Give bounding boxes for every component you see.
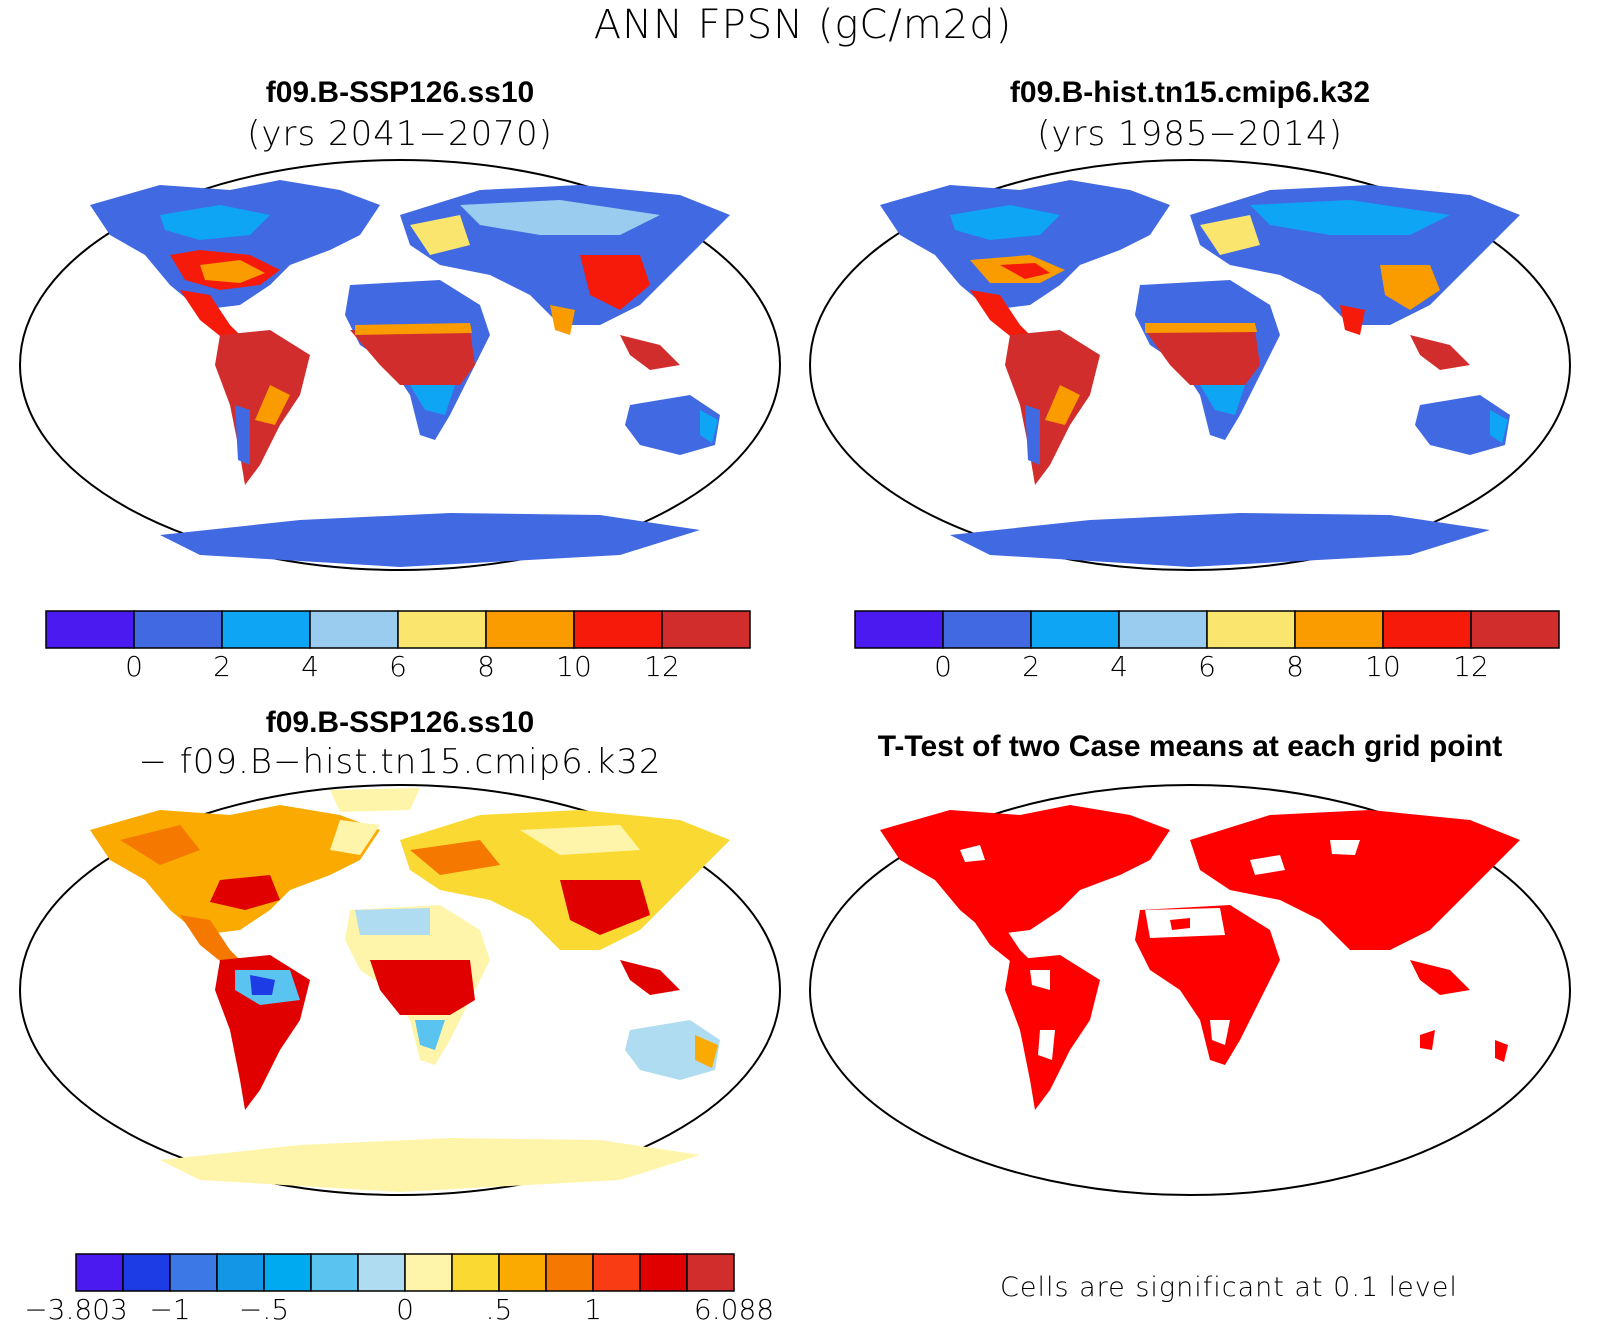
panel-subtitle-case1: (yrs 2041−2070) xyxy=(247,114,553,154)
north-america xyxy=(90,180,380,310)
colorbar-swatch xyxy=(1294,610,1384,649)
australia xyxy=(625,395,720,455)
colorbar-tick-label: .5 xyxy=(485,1293,513,1326)
colorbar-tick-label: 2 xyxy=(1022,650,1040,683)
panel-title-ttest: T-Test of two Case means at each grid po… xyxy=(877,730,1503,763)
colorbar-tick-label: −.5 xyxy=(238,1293,290,1326)
colorbar-tick-label: −1 xyxy=(149,1293,191,1326)
colorbar-tick-label: 10 xyxy=(556,650,592,683)
colorbar-tick-label: 8 xyxy=(477,650,495,683)
significant-region xyxy=(880,805,1170,935)
map-ttest-content xyxy=(809,784,1571,1196)
panel-subtitle-diff: − f09.B−hist.tn15.cmip6.k32 xyxy=(138,742,662,782)
colorbar-swatch xyxy=(397,610,487,649)
colorbar-case2-swatches xyxy=(854,610,1560,649)
figure-title: ANN FPSN (gC/m2d) xyxy=(593,2,1013,48)
colorbar-swatch xyxy=(661,610,751,649)
colorbar-swatch xyxy=(686,1253,735,1292)
colorbar-swatch xyxy=(310,1253,359,1292)
colorbar-swatch xyxy=(221,610,311,649)
colorbar-tick-label: 0 xyxy=(934,650,952,683)
colorbar-swatch xyxy=(592,1253,641,1292)
colorbar-tick-label: 2 xyxy=(213,650,231,683)
colorbar-swatch xyxy=(498,1253,547,1292)
colorbar-swatch xyxy=(309,610,399,649)
colorbar-swatch xyxy=(169,1253,218,1292)
colorbar-swatch xyxy=(942,610,1032,649)
colorbar-swatch xyxy=(75,1253,124,1292)
colorbar-swatch xyxy=(1470,610,1560,649)
panel-title-case2: f09.B-hist.tn15.cmip6.k32 xyxy=(1009,76,1371,109)
colorbar-tick-label: 12 xyxy=(644,650,680,683)
map-diff-content xyxy=(19,784,781,1196)
antarctica xyxy=(160,513,700,567)
colorbar-swatch xyxy=(485,610,575,649)
colorbar-tick-label: 0 xyxy=(125,650,143,683)
colorbar-tick-label: 6.088 xyxy=(693,1293,775,1326)
colorbar-swatch xyxy=(854,610,944,649)
significance-note: Cells are significant at 0.1 level xyxy=(1000,1272,1458,1303)
colorbar-tick-label: 4 xyxy=(1110,650,1128,683)
colorbar-swatch xyxy=(263,1253,312,1292)
colorbar-swatch xyxy=(545,1253,594,1292)
colorbar-swatch xyxy=(639,1253,688,1292)
colorbar-swatch xyxy=(216,1253,265,1292)
colorbar-swatch xyxy=(1382,610,1472,649)
colorbar-tick-label: 10 xyxy=(1365,650,1401,683)
colorbar-swatch xyxy=(357,1253,406,1292)
panel-title-diff: f09.B-SSP126.ss10 xyxy=(265,706,535,739)
map-case1-content xyxy=(19,159,781,571)
colorbar-swatch xyxy=(122,1253,171,1292)
colorbar-tick-label: 12 xyxy=(1453,650,1489,683)
colorbar-tick-label: −3.803 xyxy=(24,1293,128,1326)
colorbar-swatch xyxy=(404,1253,453,1292)
colorbar-tick-label: 6 xyxy=(389,650,407,683)
colorbar-tick-label: 6 xyxy=(1198,650,1216,683)
map-case2-content xyxy=(809,159,1571,571)
colorbar-diff-swatches xyxy=(75,1253,735,1292)
panel-title-case1: f09.B-SSP126.ss10 xyxy=(265,76,535,109)
colorbar-tick-label: 4 xyxy=(301,650,319,683)
colorbar-swatch xyxy=(451,1253,500,1292)
colorbar-swatch xyxy=(45,610,135,649)
panel-subtitle-case2: (yrs 1985−2014) xyxy=(1037,114,1343,154)
colorbar-tick-label: 8 xyxy=(1286,650,1304,683)
colorbar-tick-label: 0 xyxy=(396,1293,414,1326)
colorbar-swatch xyxy=(1118,610,1208,649)
colorbar-case1-swatches xyxy=(45,610,751,649)
colorbar-tick-label: 1 xyxy=(584,1293,602,1326)
